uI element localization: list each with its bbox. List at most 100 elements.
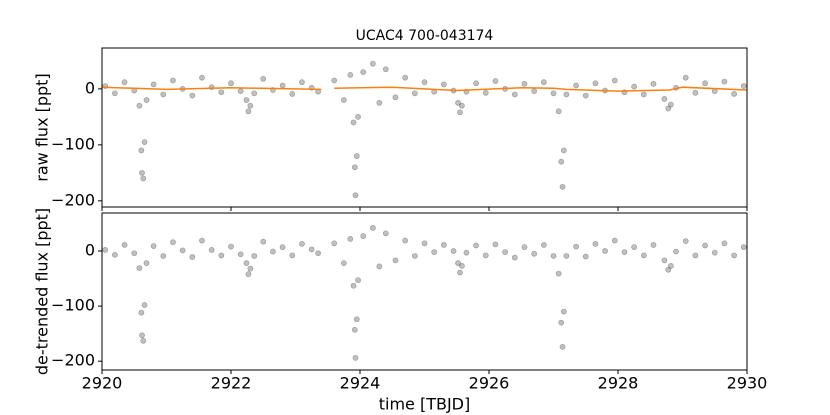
data-point [138, 147, 145, 154]
data-point [279, 82, 286, 89]
x-tick-label: 2924 [340, 374, 381, 393]
data-point [563, 91, 570, 98]
data-point [141, 139, 148, 145]
data-point [243, 97, 250, 103]
data-point [457, 269, 463, 276]
data-point [482, 252, 489, 259]
data-point [352, 192, 359, 199]
y-tick-label: −200 [51, 351, 95, 370]
data-point [392, 257, 399, 264]
data-point [243, 260, 250, 267]
data-point [450, 248, 457, 254]
data-point [369, 224, 376, 231]
data-point [179, 247, 186, 254]
data-point [308, 246, 315, 253]
data-point [455, 99, 461, 106]
data-point [289, 91, 296, 97]
data-point [702, 242, 708, 249]
data-point [650, 242, 657, 248]
data-point [631, 83, 638, 90]
data-point [353, 316, 360, 323]
data-point [511, 254, 518, 261]
data-point [511, 91, 518, 98]
data-point [360, 233, 367, 240]
data-point [141, 302, 148, 308]
data-point [559, 183, 566, 190]
data-point [540, 242, 547, 248]
data-point [139, 169, 145, 176]
data-point [673, 248, 679, 255]
data-point [702, 80, 708, 87]
data-point [170, 239, 176, 246]
data-point [189, 254, 196, 260]
data-point [376, 99, 383, 106]
data-point [573, 243, 579, 250]
data-point [382, 230, 389, 237]
x-tick-label: 2928 [598, 374, 639, 393]
data-point [260, 75, 267, 82]
y-tick-label: 0 [85, 78, 95, 97]
data-point [440, 242, 447, 248]
data-point [492, 78, 499, 84]
data-point [143, 260, 150, 267]
data-point [473, 242, 479, 249]
data-point [347, 71, 354, 78]
data-point [237, 88, 244, 95]
data-point [131, 250, 138, 257]
x-tick-label: 2922 [211, 374, 252, 393]
data-point [355, 277, 361, 284]
data-point [218, 89, 225, 96]
data-point [631, 244, 638, 251]
x-tick-label: 2926 [469, 374, 510, 393]
data-point [121, 242, 128, 248]
data-point [421, 79, 428, 86]
data-point [199, 237, 205, 244]
y-axis-label: raw flux [ppt] [33, 73, 52, 181]
data-point [340, 97, 347, 103]
data-point [540, 79, 547, 86]
data-point [558, 158, 565, 165]
data-point [650, 80, 657, 87]
data-point [245, 271, 252, 278]
data-point [331, 77, 338, 84]
data-point [382, 66, 389, 73]
data-point [421, 240, 428, 247]
data-point [661, 257, 668, 264]
data-point [350, 282, 357, 289]
data-point [150, 243, 157, 249]
data-point [143, 97, 150, 103]
data-point [731, 252, 737, 259]
data-point [640, 91, 647, 98]
data-point [682, 238, 689, 244]
data-point [459, 102, 465, 109]
data-point [331, 240, 338, 247]
data-point [347, 235, 354, 242]
data-point [667, 262, 674, 269]
data-point [218, 252, 225, 259]
data-point [199, 74, 205, 81]
data-point [531, 250, 538, 257]
y-tick-label: 0 [85, 241, 95, 260]
data-point [431, 249, 438, 256]
y-tick-label: −200 [51, 190, 95, 209]
data-point [582, 92, 589, 99]
data-point [411, 90, 418, 97]
data-point [170, 77, 176, 84]
data-point [150, 81, 157, 88]
y-axis-label: de-trended flux [ppt] [33, 208, 52, 375]
y-tick-label: −100 [51, 134, 95, 153]
data-point [245, 108, 252, 115]
data-point [665, 105, 672, 112]
data-point [550, 90, 557, 97]
data-point [459, 262, 465, 269]
data-point [492, 241, 499, 248]
data-point [270, 248, 276, 255]
data-point [340, 260, 347, 267]
data-point [661, 96, 668, 102]
data-point [463, 249, 470, 256]
data-point [228, 243, 234, 250]
data-point [247, 102, 254, 109]
plot-area [102, 60, 747, 199]
data-point [121, 79, 128, 86]
